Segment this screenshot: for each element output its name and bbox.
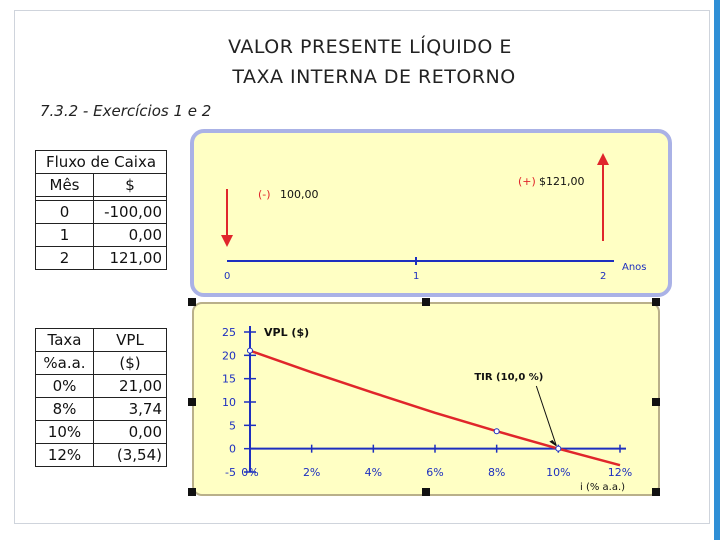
npv-chart: 25 20 15 10 5 0 -5 0% 2% 4% 6% 8% 10% 12% VPL ($) i (% … (222, 326, 632, 493)
selection-handle[interactable] (188, 488, 196, 496)
table-row: 0 -100,00 (35, 200, 167, 224)
selection-handle[interactable] (422, 488, 430, 496)
table-row: 12% (3,54) (35, 443, 167, 467)
outflow-sign: (-) (258, 188, 271, 201)
value-cell: 0,00 (93, 223, 167, 247)
window-edge-bar (714, 0, 720, 540)
rate-cell: 10% (35, 420, 94, 444)
rate-unit-header: %a.a. (35, 351, 94, 375)
selection-handle[interactable] (188, 298, 196, 306)
x-tick-label: 6% (426, 466, 443, 479)
value-cell: -100,00 (93, 200, 167, 224)
slide-title-line-1: VALOR PRESENTE LÍQUIDO E (228, 36, 512, 58)
cash-flow-header: Fluxo de Caixa (35, 150, 167, 174)
month-cell: 2 (35, 246, 94, 270)
y-tick-label: -5 (225, 466, 236, 479)
rate-header: Taxa (35, 328, 94, 352)
irr-annotation-arrowhead (549, 440, 557, 447)
inflow-sign: (+) (518, 175, 536, 188)
npv-cell: 21,00 (93, 374, 167, 398)
value-cell: 121,00 (93, 246, 167, 270)
npv-cell: 3,74 (93, 397, 167, 421)
irr-annotation-label: TIR (10,0 %) (474, 372, 543, 383)
data-point (247, 347, 253, 354)
y-tick-label: 0 (229, 443, 236, 456)
x-tick-label: 8% (488, 466, 505, 479)
inflow-value: $121,00 (539, 175, 585, 188)
time-axis-label: Anos (622, 262, 647, 273)
selection-handle[interactable] (652, 298, 660, 306)
rate-cell: 0% (35, 374, 94, 398)
outflow-value: 100,00 (280, 188, 319, 201)
time-tick-label-1: 1 (413, 271, 419, 282)
table-row: 0% 21,00 (35, 374, 167, 398)
npv-cell: (3,54) (93, 443, 167, 467)
x-tick-label: 0% (241, 466, 258, 479)
y-axis-label: VPL ($) (264, 326, 309, 339)
rate-cell: 8% (35, 397, 94, 421)
selection-handle[interactable] (652, 488, 660, 496)
y-tick-label: 5 (229, 419, 236, 432)
table-row: 1 0,00 (35, 223, 167, 247)
value-header: $ (93, 173, 167, 197)
cash-flow-timeline: (-) 100,00 (+) $121,00 0 1 2 Anos (221, 153, 647, 282)
exercise-subtitle: 7.3.2 - Exercícios 1 e 2 (40, 102, 212, 120)
selection-handle[interactable] (188, 398, 196, 406)
npv-table: Taxa VPL %a.a. ($) 0% 21,00 8% 3,74 10% … (35, 328, 167, 467)
data-point (493, 428, 500, 435)
npv-cell: 0,00 (93, 420, 167, 444)
selection-handle[interactable] (652, 398, 660, 406)
selection-handle[interactable] (422, 298, 430, 306)
irr-annotation-arrow (535, 385, 557, 446)
cash-flow-timeline-panel: (-) 100,00 (+) $121,00 0 1 2 Anos (190, 129, 672, 297)
npv-header: VPL (93, 328, 167, 352)
x-tick-label: 2% (303, 466, 320, 479)
npv-unit-header: ($) (93, 351, 167, 375)
month-header: Mês (35, 173, 94, 197)
x-tick-label: 12% (608, 466, 632, 479)
time-tick-label-0: 0 (224, 271, 230, 282)
y-tick-label: 10 (222, 396, 236, 409)
cash-flow-table: Fluxo de Caixa Mês $ 0 -100,00 1 0,00 2 … (35, 150, 167, 270)
table-row: 2 121,00 (35, 246, 167, 270)
y-tick-label: 15 (222, 373, 236, 386)
table-row: 8% 3,74 (35, 397, 167, 421)
x-tick-label: 4% (365, 466, 382, 479)
data-point (555, 445, 562, 452)
slide-title-line-2: TAXA INTERNA DE RETORNO (232, 66, 516, 88)
table-row: 10% 0,00 (35, 420, 167, 444)
x-tick-label: 10% (546, 466, 570, 479)
month-cell: 0 (35, 200, 94, 224)
y-tick-label: 20 (222, 349, 236, 362)
x-axis-label: i (% a.a.) (580, 482, 625, 493)
y-tick-label: 25 (222, 326, 236, 339)
npv-chart-panel: 25 20 15 10 5 0 -5 0% 2% 4% 6% 8% 10% 12% VPL ($) i (% … (192, 302, 660, 496)
time-tick-label-2: 2 (600, 271, 606, 282)
rate-cell: 12% (35, 443, 94, 467)
month-cell: 1 (35, 223, 94, 247)
